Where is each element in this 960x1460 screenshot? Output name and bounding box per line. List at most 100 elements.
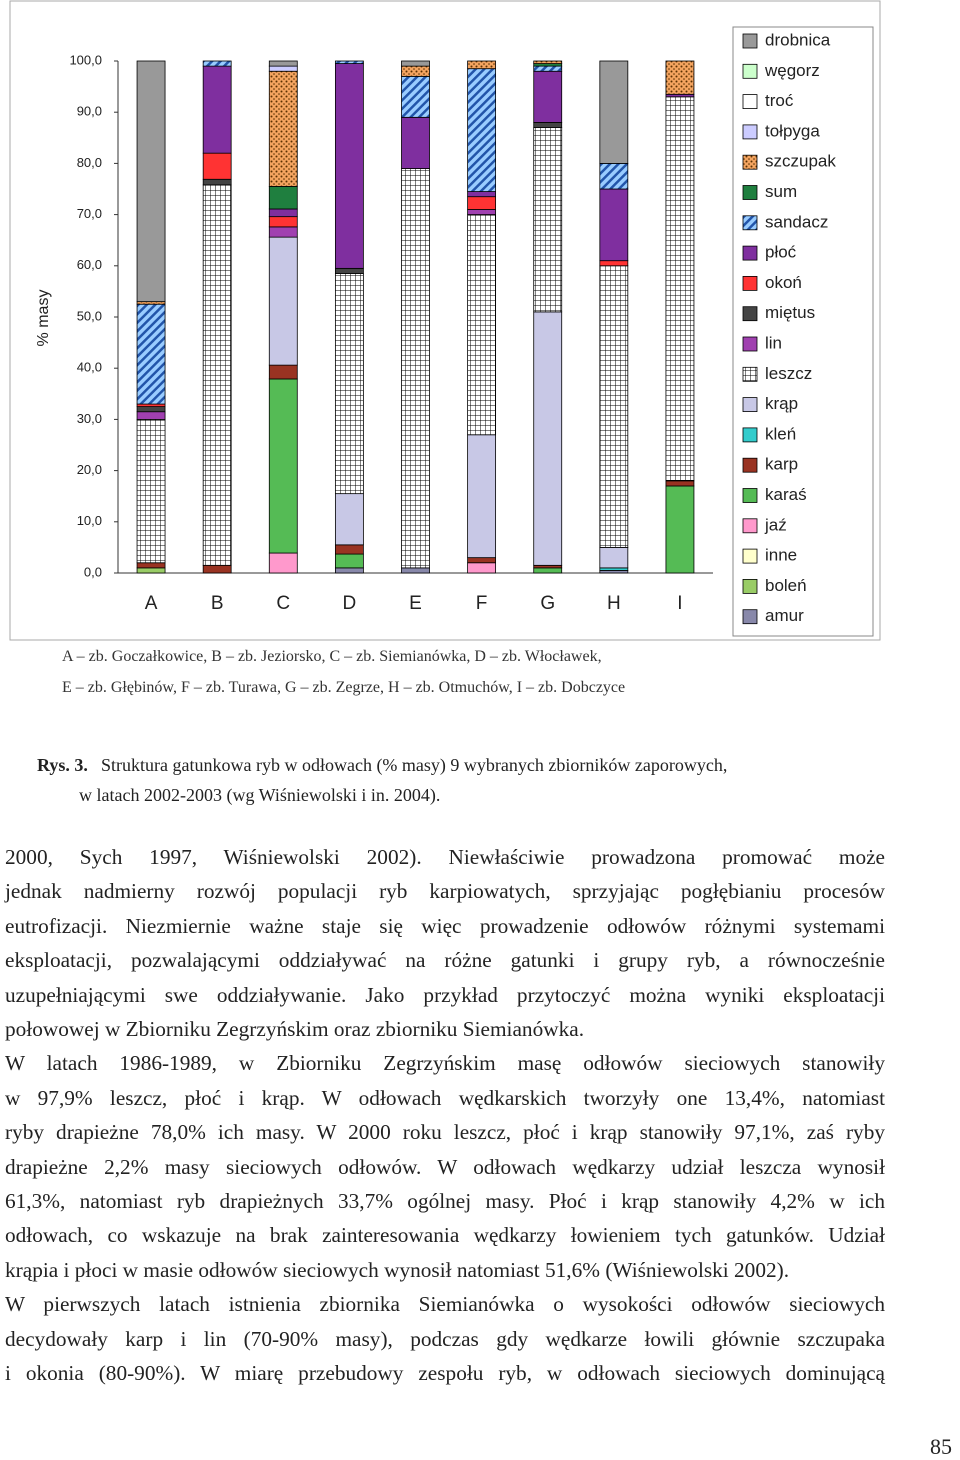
bar-segment xyxy=(334,567,364,574)
legend-label: węgorz xyxy=(764,61,820,80)
bar-segment xyxy=(268,208,298,218)
legend-label: tołpyga xyxy=(765,121,820,140)
legend-label: drobnica xyxy=(765,30,831,49)
x-tick-label: F xyxy=(476,593,488,614)
legend-swatch xyxy=(742,63,758,79)
bar-segment xyxy=(533,122,563,128)
legend-swatch xyxy=(742,306,758,322)
legend-swatch xyxy=(742,154,758,170)
legend-swatch xyxy=(742,518,758,534)
bar-segment xyxy=(202,184,232,566)
legend-swatch xyxy=(742,215,758,231)
bar-segment xyxy=(467,60,497,70)
bar-segment xyxy=(467,209,497,215)
bar-segment xyxy=(599,188,629,262)
bar-segment xyxy=(136,567,166,574)
bar-segment xyxy=(334,63,364,269)
bar-segment xyxy=(268,65,298,72)
legend-label: lin xyxy=(765,333,782,352)
bar-segment xyxy=(599,260,629,267)
bar-segment xyxy=(467,434,497,559)
legend-swatch xyxy=(742,124,758,140)
legend-label: inne xyxy=(765,546,797,565)
bar-segment xyxy=(136,562,166,569)
y-tick-label: 80,0 xyxy=(77,155,102,170)
y-tick-label: 20,0 xyxy=(77,462,102,477)
bar-segment xyxy=(467,562,497,574)
legend-swatch xyxy=(742,548,758,564)
text-line: uzupełniającymi swe oddziaływanie. Jako … xyxy=(5,982,885,1007)
bar-segment xyxy=(334,60,364,64)
bar-segment xyxy=(533,567,563,574)
bar-segment xyxy=(136,60,166,303)
text-line: W latach 1986-1989, w Zbiorniku Zegrzyńs… xyxy=(5,1051,885,1076)
text-line: krąpia i płoci w masie odłowów sieciowyc… xyxy=(5,1257,790,1282)
bar-segment xyxy=(202,178,232,186)
y-tick-label: 30,0 xyxy=(77,411,102,426)
legend-box xyxy=(732,26,874,637)
legend-swatch xyxy=(742,579,758,594)
text-line: decydowały karp i lin (70-90% masy), pod… xyxy=(5,1326,885,1351)
legend-swatch xyxy=(742,457,758,473)
bar-segment xyxy=(401,116,430,169)
bar-segment xyxy=(268,226,298,238)
bar-segment xyxy=(533,60,563,64)
legend-label: karp xyxy=(765,455,798,474)
bar-segment xyxy=(665,480,695,487)
legend-swatch xyxy=(742,33,758,49)
text-line: 61,3%, natomiast ryb drapieżnych 33,7% o… xyxy=(5,1189,885,1214)
legend-swatch xyxy=(742,609,758,625)
y-tick-label: 100,0 xyxy=(69,52,102,67)
bar-segment xyxy=(268,216,298,228)
bar-segment xyxy=(136,418,166,564)
legend-label: amur xyxy=(765,606,804,625)
bar-segment xyxy=(467,68,497,192)
legend-label: kleń xyxy=(765,424,796,443)
x-tick-label: C xyxy=(276,593,290,614)
x-tick-label: A xyxy=(145,593,158,614)
figure-label: Rys. 3. xyxy=(37,755,88,775)
bar-segment xyxy=(202,65,232,154)
bar-segment xyxy=(334,493,364,546)
legend-swatch xyxy=(742,427,758,443)
bar-segment xyxy=(401,65,430,77)
y-tick-label: 60,0 xyxy=(77,257,102,272)
x-tick-label: E xyxy=(409,593,422,614)
bar-segment xyxy=(334,553,364,569)
bar-segment xyxy=(467,191,497,198)
legend-label: okoń xyxy=(765,273,802,292)
legend-label: jaź xyxy=(764,515,787,534)
bar-segment xyxy=(401,567,430,574)
bar-segment xyxy=(202,564,232,574)
legend-swatch xyxy=(742,185,758,200)
y-tick-label: 70,0 xyxy=(77,206,102,221)
bar-segment xyxy=(268,60,298,67)
legend-label: krąp xyxy=(765,394,798,413)
legend-swatch xyxy=(742,336,758,352)
bar-segment xyxy=(467,557,497,564)
y-tick-label: 50,0 xyxy=(77,308,102,323)
text-line: 2000, Sych 1997, Wiśniewolski 2002). Nie… xyxy=(5,845,885,869)
figure-caption: w latach 2002-2003 (wg Wiśniewolski i in… xyxy=(79,785,441,805)
bar-segment xyxy=(467,196,497,210)
text-line: W pierwszych latach istnienia zbiornika … xyxy=(5,1292,885,1317)
bar-segment xyxy=(202,60,232,67)
legend-swatch xyxy=(742,94,758,109)
bar-segment xyxy=(665,485,695,574)
text-line: w 97,9% leszcz, płoć i krąp. W odłowach … xyxy=(5,1085,885,1110)
legend-swatch xyxy=(742,366,758,382)
chart-frame xyxy=(9,0,881,641)
x-tick-label: I xyxy=(677,593,682,614)
text-line: drapieżne 2,2% masy sieciowych odłowów. … xyxy=(5,1154,885,1179)
bar-segment xyxy=(665,96,695,482)
y-tick-label: 0,0 xyxy=(84,564,102,579)
bar-segment xyxy=(599,265,629,548)
bar-segment xyxy=(334,273,364,495)
bar-segment xyxy=(268,364,298,380)
bar-segment xyxy=(136,406,166,413)
text-line: i okonia (80-90%). W miarę przebudowy ze… xyxy=(5,1361,885,1386)
x-tick-label: G xyxy=(540,593,555,614)
bar-segment xyxy=(268,70,298,187)
legend-label: troć xyxy=(765,91,794,110)
